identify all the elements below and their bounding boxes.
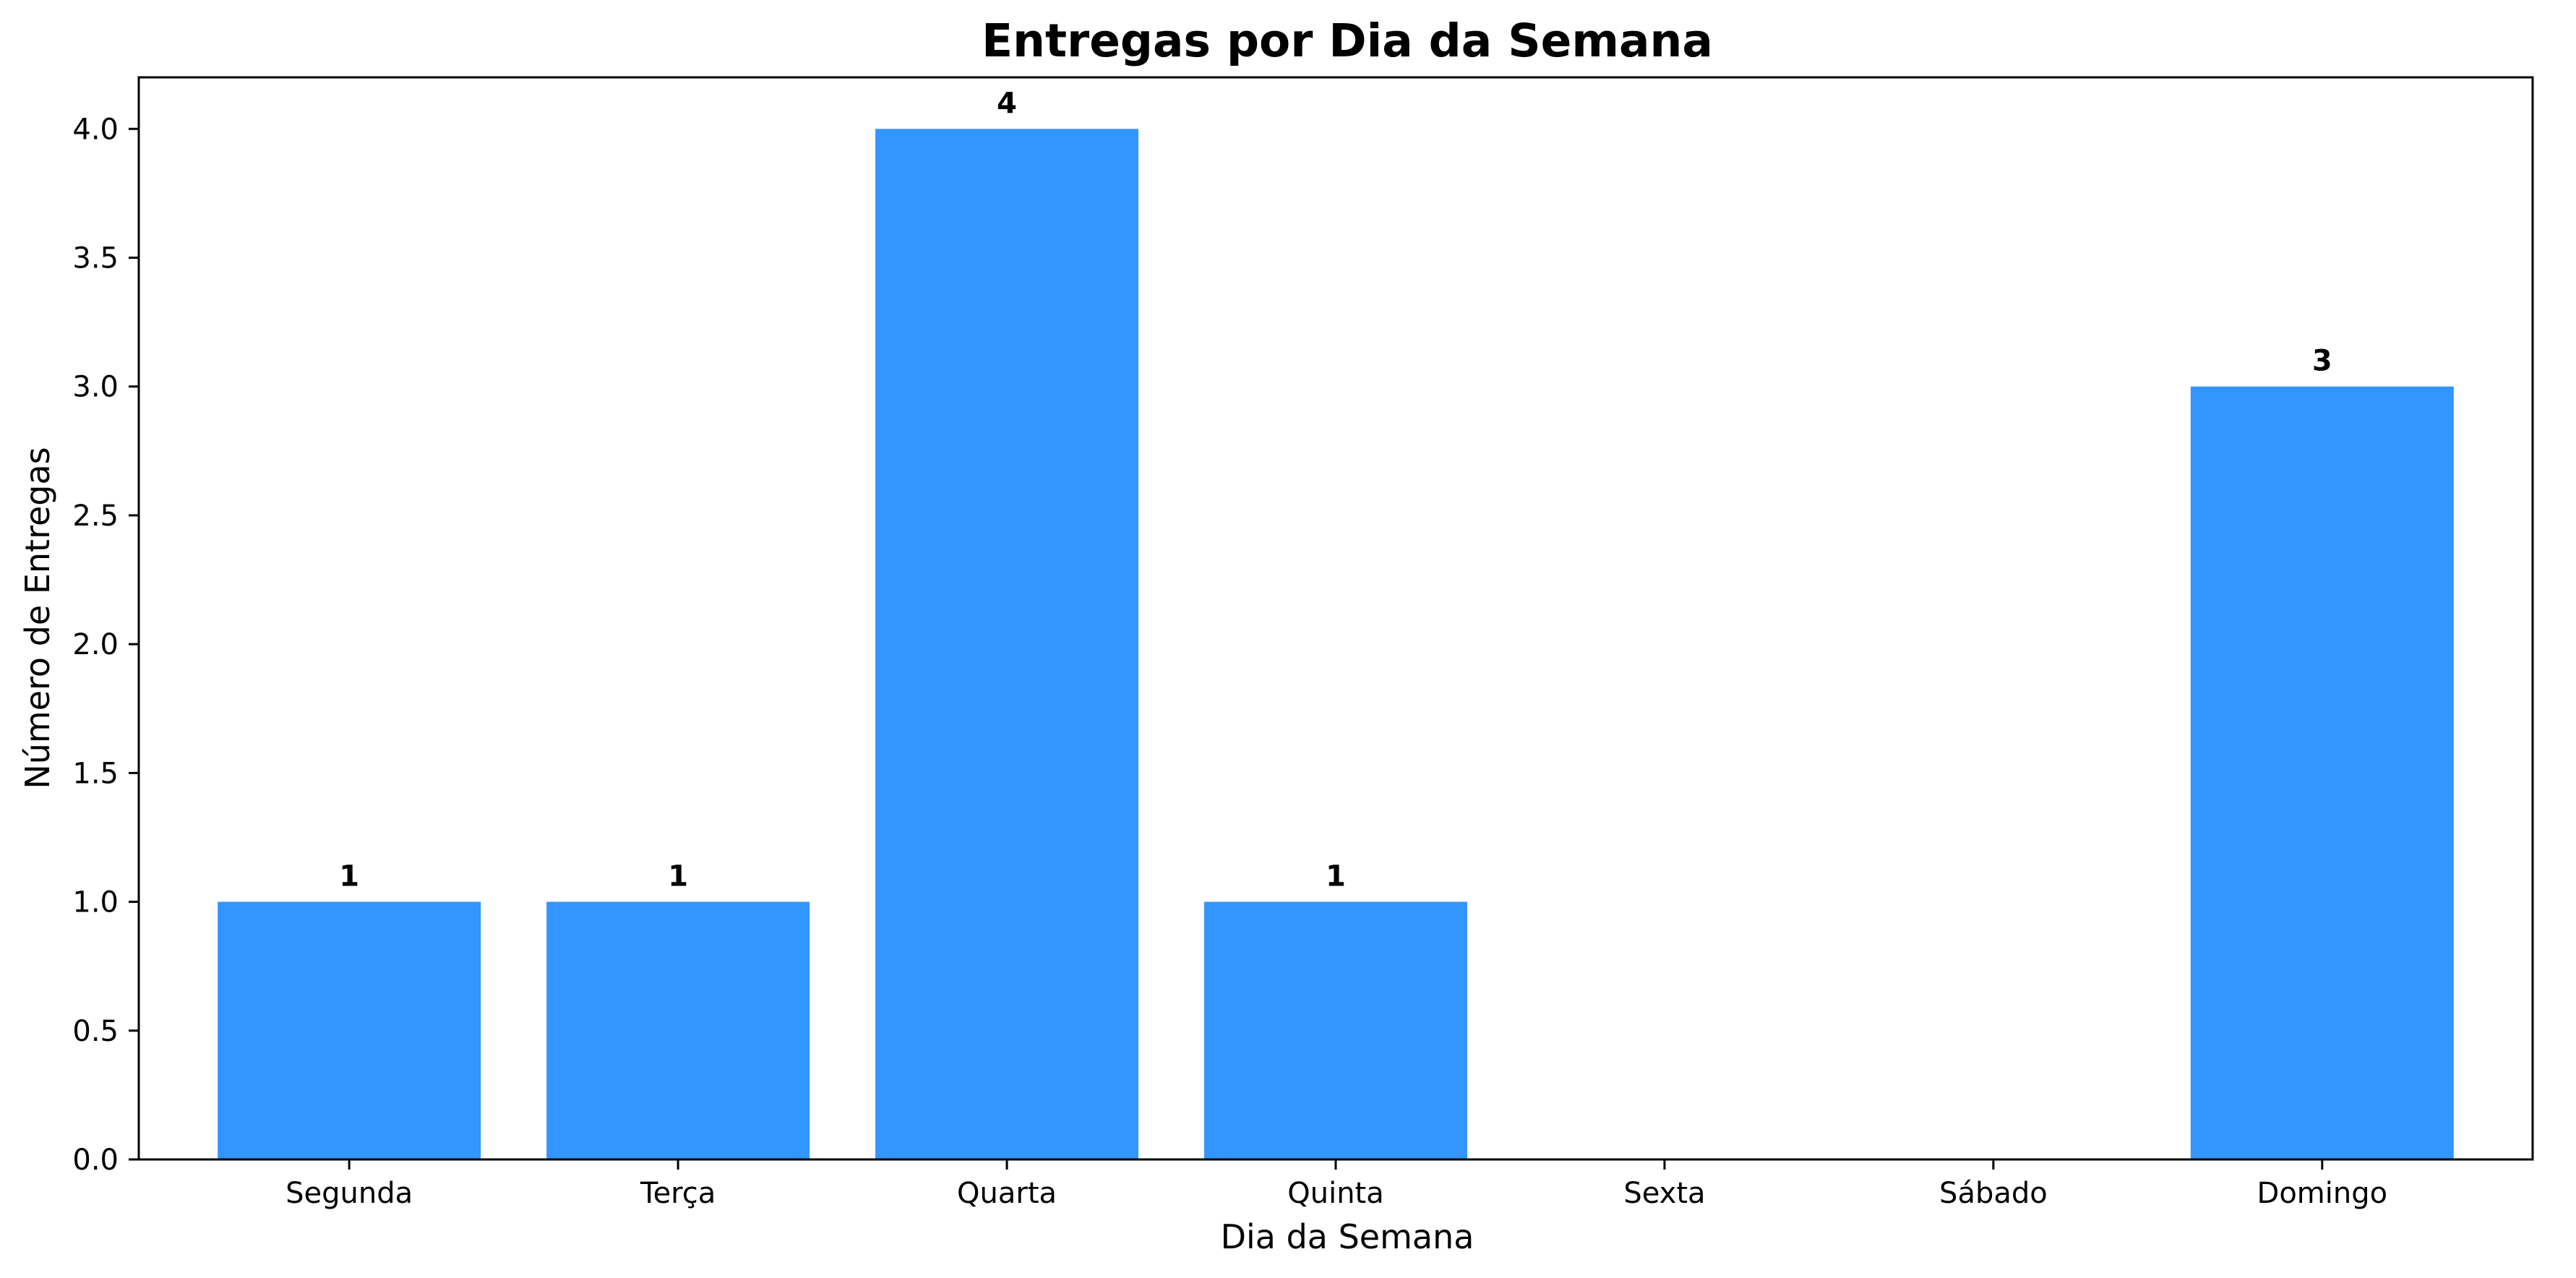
- y-tick-label: 1.0: [72, 886, 119, 919]
- x-tick-label-sexta: Sexta: [1623, 1177, 1705, 1210]
- bar-segunda: [218, 901, 481, 1159]
- x-axis: Segunda Terça Quarta Quinta Sexta Sábado Domin…: [285, 1159, 2387, 1210]
- data-label-domingo: 3: [2312, 345, 2332, 378]
- data-labels-group: 1 1 4 1 3: [339, 87, 2332, 893]
- bar-terça: [546, 901, 810, 1159]
- y-tick-label: 0.5: [72, 1015, 119, 1048]
- data-label-terça: 1: [668, 860, 688, 893]
- bars-group: [218, 129, 2454, 1159]
- data-label-segunda: 1: [339, 860, 359, 893]
- plot-frame: [137, 76, 2534, 1161]
- y-axis: 0.0 0.5 1.0 1.5 2.0 2.5 3.0 3.5 4.0: [72, 113, 139, 1177]
- x-tick-label-quinta: Quinta: [1287, 1177, 1384, 1210]
- x-tick-label-domingo: Domingo: [2257, 1177, 2388, 1210]
- chart-title: Entregas por Dia da Semana: [982, 14, 1713, 67]
- bar-quinta: [1204, 901, 1467, 1159]
- x-axis-label: Dia da Semana: [1221, 1217, 1474, 1256]
- bar-quarta: [875, 129, 1139, 1159]
- y-axis-label: Número de Entregas: [18, 447, 57, 789]
- y-tick-label: 3.0: [72, 371, 119, 404]
- y-tick-label: 0.0: [72, 1144, 119, 1177]
- y-tick-label: 4.0: [72, 113, 119, 146]
- y-tick-label: 2.0: [72, 628, 119, 661]
- y-tick-label: 3.5: [72, 242, 119, 275]
- y-tick-label: 2.5: [72, 499, 119, 533]
- x-tick-label-sábado: Sábado: [1939, 1177, 2048, 1210]
- data-label-quarta: 4: [997, 87, 1017, 120]
- x-tick-label-quarta: Quarta: [957, 1177, 1057, 1210]
- y-tick-label: 1.5: [72, 757, 119, 790]
- x-tick-label-segunda: Segunda: [285, 1177, 413, 1210]
- bar-domingo: [2190, 386, 2454, 1159]
- data-label-quinta: 1: [1326, 860, 1346, 893]
- x-tick-label-terça: Terça: [640, 1177, 716, 1210]
